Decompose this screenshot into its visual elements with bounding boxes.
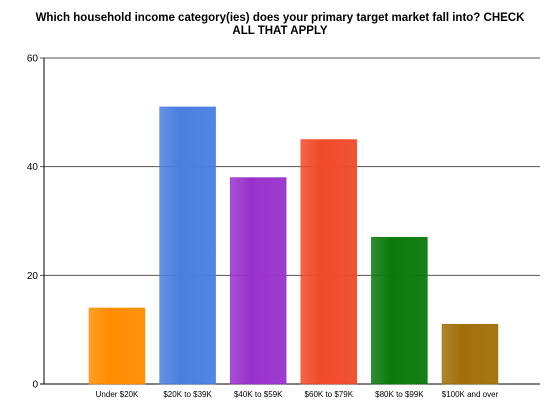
- x-tick-label: $80K to $99K: [375, 390, 424, 399]
- y-tick-label: 20: [27, 271, 39, 282]
- bar-3: [300, 139, 358, 385]
- y-tick-label: 60: [27, 54, 39, 65]
- chart-title-line-1: Which household income category(ies) doe…: [35, 12, 525, 24]
- x-tick-label: $40K to $59K: [234, 390, 283, 399]
- bar-1: [159, 106, 216, 385]
- y-tick-label: 0: [32, 380, 38, 391]
- x-tick-label: Under $20K: [96, 390, 139, 399]
- chart-title-line-2: ALL THAT APPLY: [232, 25, 328, 37]
- chart-title: Which household income category(ies) doe…: [0, 12, 560, 38]
- bar-4: [371, 237, 428, 385]
- bar-2: [229, 177, 287, 385]
- x-tick-label: $20K to $39K: [163, 390, 212, 399]
- bar-0: [88, 307, 146, 385]
- x-tick-label: $60K to $79K: [305, 390, 354, 399]
- bars: [88, 106, 499, 385]
- x-tick-label: $100K and over: [442, 390, 499, 399]
- tick-labels: 0 20 40 60 Under $20K $20K to $39K $40K to $59…: [27, 54, 499, 400]
- y-tick-label: 40: [27, 162, 39, 173]
- bar-5: [441, 323, 499, 385]
